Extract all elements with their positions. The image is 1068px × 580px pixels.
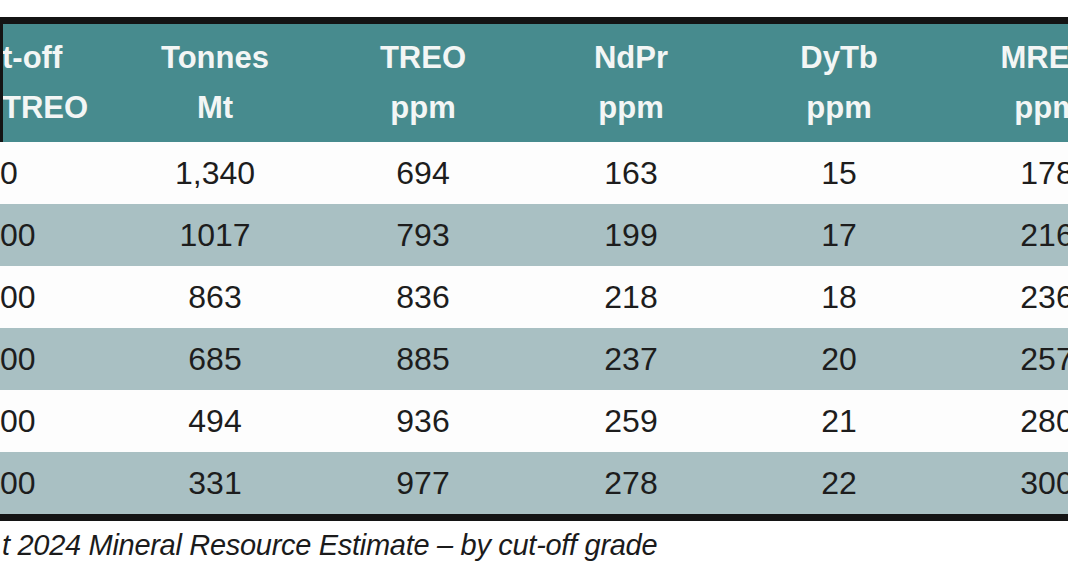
- cell-cutoff: 00: [0, 390, 111, 452]
- header-treo-line2: ppm: [390, 83, 455, 133]
- cell-tonnes: 1,340: [111, 142, 319, 204]
- cell-treo: 936: [319, 390, 527, 452]
- header-cutoff-line2: TREO: [2, 83, 88, 133]
- header-mreo-line2: ppm: [1014, 83, 1068, 133]
- table-row: 00 494 936 259 21 280: [0, 390, 1068, 452]
- header-mreo-ppm: MREO ppm: [943, 24, 1068, 142]
- cell-tonnes: 1017: [111, 204, 319, 266]
- table-row: 00 331 977 278 22 300: [0, 452, 1068, 514]
- cell-dytb: 15: [735, 142, 943, 204]
- header-ndpr-line1: NdPr: [594, 33, 668, 83]
- cell-ndpr: 218: [527, 266, 735, 328]
- header-dytb-ppm: DyTb ppm: [735, 24, 943, 142]
- header-tonnes-line2: Mt: [197, 83, 233, 133]
- header-ndpr-line2: ppm: [598, 83, 663, 133]
- table-row: 00 1017 793 199 17 216: [0, 204, 1068, 266]
- cell-ndpr: 278: [527, 452, 735, 514]
- header-treo-line1: TREO: [380, 33, 466, 83]
- table-caption: t 2024 Mineral Resource Estimate – by cu…: [2, 529, 657, 562]
- cell-dytb: 22: [735, 452, 943, 514]
- cell-mreo: 216: [943, 204, 1068, 266]
- cell-mreo: 178: [943, 142, 1068, 204]
- cell-treo: 977: [319, 452, 527, 514]
- cell-treo: 885: [319, 328, 527, 390]
- cell-cutoff: 0: [0, 142, 111, 204]
- header-ndpr-ppm: NdPr ppm: [527, 24, 735, 142]
- cell-mreo: 257: [943, 328, 1068, 390]
- header-tonnes-mt: Tonnes Mt: [111, 24, 319, 142]
- header-dytb-line2: ppm: [806, 83, 871, 133]
- cell-tonnes: 685: [111, 328, 319, 390]
- cell-cutoff: 00: [0, 204, 111, 266]
- header-mreo-line1: MREO: [1001, 33, 1068, 83]
- cell-cutoff: 00: [0, 452, 111, 514]
- cell-treo: 793: [319, 204, 527, 266]
- cell-treo: 836: [319, 266, 527, 328]
- cell-ndpr: 237: [527, 328, 735, 390]
- cell-cutoff: 00: [0, 328, 111, 390]
- header-tonnes-line1: Tonnes: [161, 33, 269, 83]
- header-cutoff-treo: t-off TREO: [0, 24, 111, 142]
- header-cutoff-line1: t-off: [2, 33, 62, 83]
- cell-tonnes: 331: [111, 452, 319, 514]
- cell-tonnes: 494: [111, 390, 319, 452]
- cell-tonnes: 863: [111, 266, 319, 328]
- cell-mreo: 236: [943, 266, 1068, 328]
- cell-mreo: 300: [943, 452, 1068, 514]
- table-row: 0 1,340 694 163 15 178: [0, 142, 1068, 204]
- header-treo-ppm: TREO ppm: [319, 24, 527, 142]
- mineral-resource-table-figure: t-off TREO Tonnes Mt TREO ppm NdPr ppm D…: [0, 0, 1068, 580]
- left-border-fragment: [0, 17, 3, 142]
- cell-mreo: 280: [943, 390, 1068, 452]
- cell-treo: 694: [319, 142, 527, 204]
- resource-estimate-table: t-off TREO Tonnes Mt TREO ppm NdPr ppm D…: [0, 17, 1068, 521]
- cell-dytb: 21: [735, 390, 943, 452]
- cell-ndpr: 199: [527, 204, 735, 266]
- cell-cutoff: 00: [0, 266, 111, 328]
- cell-dytb: 17: [735, 204, 943, 266]
- cell-dytb: 20: [735, 328, 943, 390]
- cell-ndpr: 259: [527, 390, 735, 452]
- cell-ndpr: 163: [527, 142, 735, 204]
- header-dytb-line1: DyTb: [800, 33, 878, 83]
- table-row: 00 863 836 218 18 236: [0, 266, 1068, 328]
- table-header-row: t-off TREO Tonnes Mt TREO ppm NdPr ppm D…: [0, 24, 1068, 142]
- cell-dytb: 18: [735, 266, 943, 328]
- table-row: 00 685 885 237 20 257: [0, 328, 1068, 390]
